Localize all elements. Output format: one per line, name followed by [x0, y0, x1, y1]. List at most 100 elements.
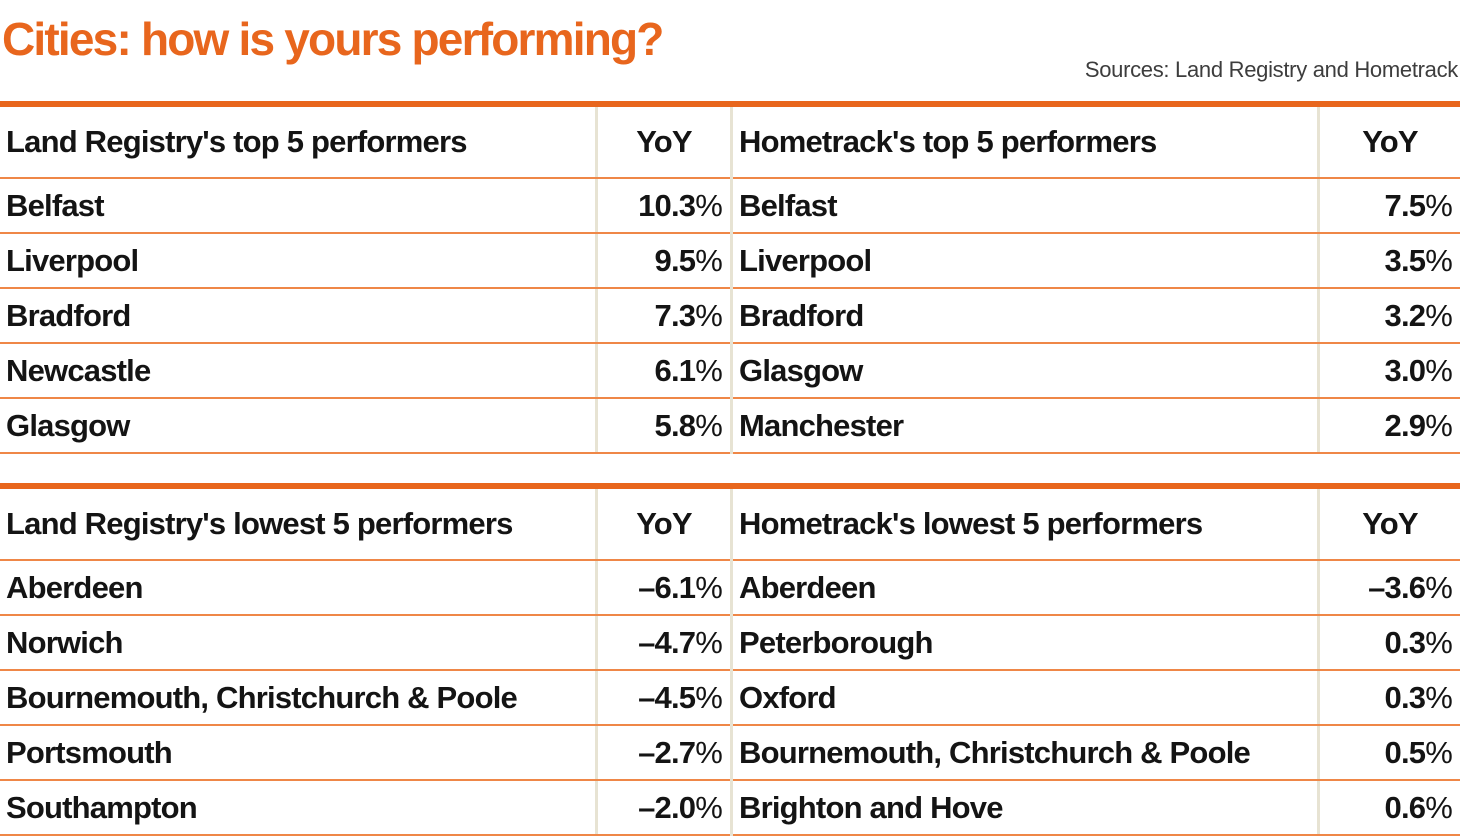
- yoy-number: –2.0: [638, 789, 696, 825]
- table-row: Aberdeen –3.6%: [733, 561, 1460, 616]
- city-cell: Aberdeen: [6, 569, 143, 605]
- yoy-number: 2.9: [1384, 407, 1426, 443]
- yoy-value-cell: 3.2%: [1317, 289, 1460, 342]
- table-row: Belfast 7.5%: [733, 179, 1460, 234]
- yoy-value-cell: 0.3%: [1317, 671, 1460, 724]
- table-hometrack-top: Hometrack's top 5 performers YoY Belfast…: [730, 107, 1460, 454]
- city-cell: Peterborough: [739, 624, 933, 660]
- table-row: Liverpool 3.5%: [733, 234, 1460, 289]
- table-row: Peterborough 0.3%: [733, 616, 1460, 671]
- table-title: Land Registry's lowest 5 performers: [6, 506, 513, 541]
- city-cell: Aberdeen: [739, 569, 876, 605]
- city-cell: Liverpool: [6, 242, 139, 278]
- lowest-performers-section: Land Registry's lowest 5 performers YoY …: [0, 483, 1460, 836]
- percent-sign: %: [1425, 242, 1453, 278]
- table-body: Belfast 10.3% Liverpool 9.5% Bradford 7.3% New…: [0, 179, 730, 454]
- yoy-value-cell: –4.5%: [595, 671, 730, 724]
- table-row: Glasgow 5.8%: [0, 399, 730, 454]
- table-row: Aberdeen –6.1%: [0, 561, 730, 616]
- table-row: Glasgow 3.0%: [733, 344, 1460, 399]
- percent-sign: %: [1425, 679, 1453, 715]
- city-cell: Bradford: [6, 297, 131, 333]
- table-row: Bradford 7.3%: [0, 289, 730, 344]
- percent-sign: %: [695, 242, 723, 278]
- sources-note: Sources: Land Registry and Hometrack: [1084, 57, 1458, 82]
- yoy-value-cell: 5.8%: [595, 399, 730, 452]
- table-row: Liverpool 9.5%: [0, 234, 730, 289]
- masthead: Cities: how is yours performing? Sources…: [0, 0, 1460, 101]
- percent-sign: %: [695, 407, 723, 443]
- yoy-number: –2.7: [638, 734, 696, 770]
- table-title: Hometrack's lowest 5 performers: [739, 506, 1203, 541]
- yoy-number: 0.3: [1384, 624, 1426, 660]
- yoy-number: 6.1: [654, 352, 696, 388]
- table-header-row: Land Registry's lowest 5 performers YoY: [0, 489, 730, 561]
- percent-sign: %: [1425, 187, 1453, 223]
- table-header-row: Hometrack's top 5 performers YoY: [733, 107, 1460, 179]
- city-cell: Bournemouth, Christchurch & Poole: [739, 734, 1251, 770]
- yoy-number: 3.5: [1384, 242, 1426, 278]
- table-row: Belfast 10.3%: [0, 179, 730, 234]
- yoy-number: 10.3: [638, 187, 696, 223]
- city-cell: Manchester: [739, 407, 904, 443]
- city-cell: Portsmouth: [6, 734, 173, 770]
- table-title: Land Registry's top 5 performers: [6, 124, 467, 159]
- yoy-column-header: YoY: [1317, 107, 1460, 177]
- percent-sign: %: [695, 297, 723, 333]
- city-cell: Bournemouth, Christchurch & Poole: [6, 679, 518, 715]
- yoy-number: 0.3: [1384, 679, 1426, 715]
- yoy-number: 0.5: [1384, 734, 1426, 770]
- yoy-value-cell: 3.5%: [1317, 234, 1460, 287]
- table-row: Bournemouth, Christchurch & Poole 0.5%: [733, 726, 1460, 781]
- city-cell: Glasgow: [6, 407, 130, 443]
- top-performers-tables: Land Registry's top 5 performers YoY Bel…: [0, 107, 1460, 454]
- yoy-value-cell: 0.5%: [1317, 726, 1460, 779]
- city-cell: Liverpool: [739, 242, 872, 278]
- city-cell: Bradford: [739, 297, 864, 333]
- percent-sign: %: [1425, 297, 1453, 333]
- table-land-registry-top: Land Registry's top 5 performers YoY Bel…: [0, 107, 730, 454]
- table-row: Manchester 2.9%: [733, 399, 1460, 454]
- table-hometrack-lowest: Hometrack's lowest 5 performers YoY Aber…: [730, 489, 1460, 836]
- top-performers-section: Land Registry's top 5 performers YoY Bel…: [0, 101, 1460, 454]
- table-row: Portsmouth –2.7%: [0, 726, 730, 781]
- yoy-number: –6.1: [638, 569, 696, 605]
- percent-sign: %: [695, 569, 723, 605]
- table-header-row: Land Registry's top 5 performers YoY: [0, 107, 730, 179]
- table-body: Belfast 7.5% Liverpool 3.5% Bradford 3.2% Glas…: [733, 179, 1460, 454]
- percent-sign: %: [695, 187, 723, 223]
- table-row: Oxford 0.3%: [733, 671, 1460, 726]
- yoy-value-cell: –4.7%: [595, 616, 730, 669]
- table-body: Aberdeen –6.1% Norwich –4.7% Bournemouth, Ch…: [0, 561, 730, 836]
- percent-sign: %: [1425, 624, 1453, 660]
- table-body: Aberdeen –3.6% Peterborough 0.3% Oxford 0.3% B…: [733, 561, 1460, 836]
- yoy-value-cell: 3.0%: [1317, 344, 1460, 397]
- percent-sign: %: [695, 679, 723, 715]
- yoy-value-cell: 0.6%: [1317, 781, 1460, 834]
- yoy-value-cell: –3.6%: [1317, 561, 1460, 614]
- city-cell: Oxford: [739, 679, 837, 715]
- yoy-column-header: YoY: [595, 107, 730, 177]
- yoy-number: –4.7: [638, 624, 696, 660]
- percent-sign: %: [1425, 734, 1453, 770]
- yoy-column-header: YoY: [595, 489, 730, 559]
- table-row: Brighton and Hove 0.6%: [733, 781, 1460, 836]
- city-cell: Glasgow: [739, 352, 863, 388]
- yoy-value-cell: 2.9%: [1317, 399, 1460, 452]
- yoy-value-cell: 10.3%: [595, 179, 730, 232]
- yoy-value-cell: 0.3%: [1317, 616, 1460, 669]
- yoy-number: –3.6: [1368, 569, 1426, 605]
- yoy-number: 3.2: [1384, 297, 1426, 333]
- page-title: Cities: how is yours performing?: [2, 13, 664, 65]
- yoy-value-cell: 7.3%: [595, 289, 730, 342]
- city-cell: Belfast: [6, 187, 105, 223]
- yoy-number: 7.5: [1384, 187, 1426, 223]
- table-row: Bournemouth, Christchurch & Poole –4.5%: [0, 671, 730, 726]
- table-row: Southampton –2.0%: [0, 781, 730, 836]
- city-cell: Norwich: [6, 624, 124, 660]
- table-row: Bradford 3.2%: [733, 289, 1460, 344]
- percent-sign: %: [1425, 407, 1453, 443]
- table-title: Hometrack's top 5 performers: [739, 124, 1157, 159]
- table-row: Norwich –4.7%: [0, 616, 730, 671]
